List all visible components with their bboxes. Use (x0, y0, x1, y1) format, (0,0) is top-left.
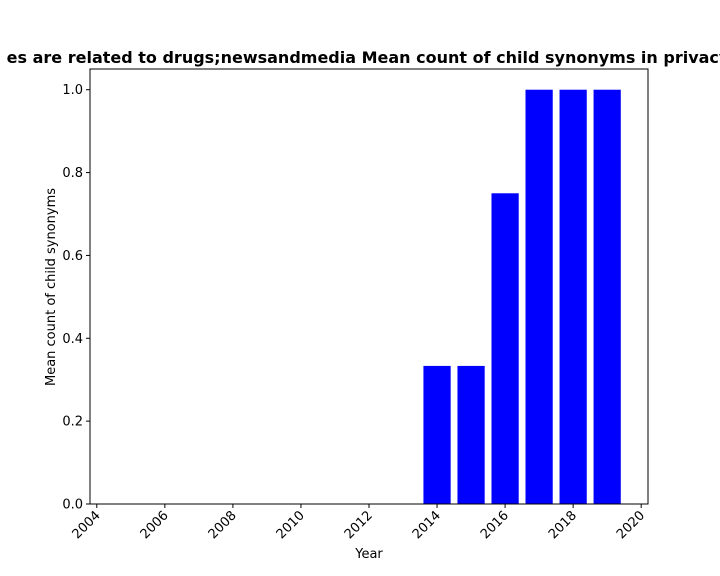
x-axis: 2004 2006 2008 2010 2012 2014 2016 2018 2020 (70, 504, 648, 542)
x-axis-label: Year (354, 547, 383, 562)
y-tick-label: 0.4 (62, 332, 83, 347)
x-tick-label: 2014 (410, 508, 444, 542)
y-tick-label: 0.6 (62, 249, 83, 264)
bar-2015 (457, 365, 485, 504)
y-tick-label: 0.8 (62, 166, 83, 181)
bar-2017 (525, 89, 553, 504)
x-tick-label: 2020 (614, 508, 648, 542)
x-tick-label: 2010 (274, 508, 308, 542)
bar-2016 (491, 193, 519, 505)
y-tick-label: 1.0 (62, 83, 83, 98)
bar-2019 (593, 89, 621, 504)
x-tick-label: 2018 (546, 508, 580, 542)
y-axis-label: Mean count of child synonyms (44, 188, 59, 386)
y-tick-label: 0.2 (62, 415, 83, 430)
y-tick-label: 0.0 (62, 498, 83, 513)
chart-title: es are related to drugs;newsandmedia Mea… (7, 48, 720, 67)
x-tick-label: 2016 (478, 508, 512, 542)
x-tick-label: 2008 (206, 508, 240, 542)
x-tick-label: 2012 (342, 508, 376, 542)
y-axis: 0.0 0.2 0.4 0.6 0.8 1.0 (62, 83, 90, 513)
bar-2014 (423, 365, 451, 504)
x-tick-label: 2006 (138, 508, 172, 542)
bar-2018 (559, 89, 587, 504)
x-tick-label: 2004 (70, 508, 104, 542)
bars-group (423, 89, 621, 505)
